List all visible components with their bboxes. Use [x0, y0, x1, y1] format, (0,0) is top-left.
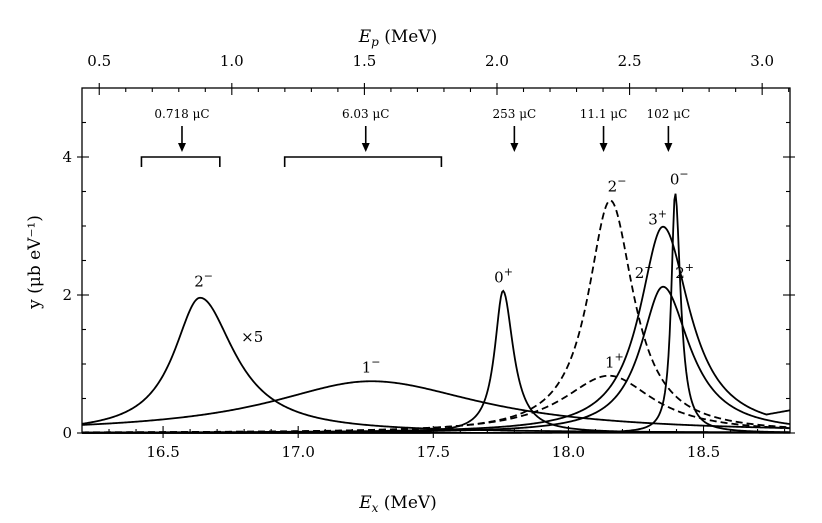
y-tick-label: 0 — [62, 424, 72, 442]
peak-label: 2− — [608, 175, 627, 196]
annotation-layer: 0.718 μC 6.03 μC 253 μC 11.1 μC 102 μC — [140, 107, 691, 167]
tick-layer: 16.5 17.0 17.5 18.0 18.5 0.5 1.0 1.5 2.0 2.5 3.0 0 2… — [62, 52, 795, 461]
charge-annotation: 11.1 μC — [580, 107, 628, 152]
peak-label: 2− — [635, 261, 654, 282]
x2-tick-label: 2.5 — [618, 52, 642, 70]
peak-label: 2+ — [675, 261, 694, 282]
x2-tick-label: 2.0 — [485, 52, 509, 70]
charge-annotation: 6.03 μC — [283, 107, 443, 167]
charge-label: 11.1 μC — [580, 107, 628, 121]
series-curve — [82, 285, 791, 434]
arrow-head — [510, 143, 519, 152]
arrow-head — [177, 143, 186, 152]
x-tick-label: 16.5 — [146, 443, 179, 461]
arrow-head — [664, 143, 673, 152]
series-curve — [82, 193, 791, 434]
x2-tick-label: 1.0 — [220, 52, 244, 70]
peak-label: ×5 — [241, 328, 263, 346]
charge-label: 102 μC — [647, 107, 691, 121]
x-tick-label: 18.5 — [687, 443, 720, 461]
curve-layer — [81, 193, 791, 434]
peak-label-layer: 2− ×5 1− 0+ 2− 1+ 0−3+ 2− 2+ — [194, 168, 694, 377]
y-axis-title: y (μb eV⁻¹) — [25, 215, 45, 310]
charge-annotation: 102 μC — [647, 107, 691, 152]
peak-label: 1− — [362, 355, 381, 376]
y-tick-label: 4 — [62, 148, 72, 166]
charge-annotation: 253 μC — [493, 107, 537, 152]
peak-label: 0+ — [494, 266, 513, 287]
energy-range-bracket — [283, 156, 443, 167]
series-curve — [81, 380, 791, 430]
x2-tick-label: 3.0 — [750, 52, 774, 70]
charge-annotation: 0.718 μC — [140, 107, 221, 167]
arrow-head — [361, 143, 370, 152]
x2-axis-title: Ep (MeV) — [358, 27, 438, 49]
series-curve — [82, 374, 791, 434]
x-tick-label: 17.5 — [417, 443, 450, 461]
charge-label: 6.03 μC — [342, 107, 390, 121]
x-tick-label: 17.0 — [281, 443, 314, 461]
x2-tick-label: 1.5 — [352, 52, 376, 70]
peak-label: 2− — [194, 270, 213, 291]
x-axis-title: Ex (MeV) — [358, 493, 437, 515]
y-tick-label: 2 — [62, 286, 72, 304]
peak-label: 1+ — [605, 350, 624, 371]
arrow-head — [599, 143, 608, 152]
series-curve — [81, 296, 790, 434]
x-tick-label: 18.0 — [552, 443, 585, 461]
peak-label: 3+ — [648, 208, 667, 229]
charge-label: 0.718 μC — [154, 107, 209, 121]
energy-range-bracket — [140, 156, 221, 167]
x2-tick-label: 0.5 — [87, 52, 111, 70]
peak-label: 0− — [670, 168, 689, 189]
charge-label: 253 μC — [493, 107, 537, 121]
